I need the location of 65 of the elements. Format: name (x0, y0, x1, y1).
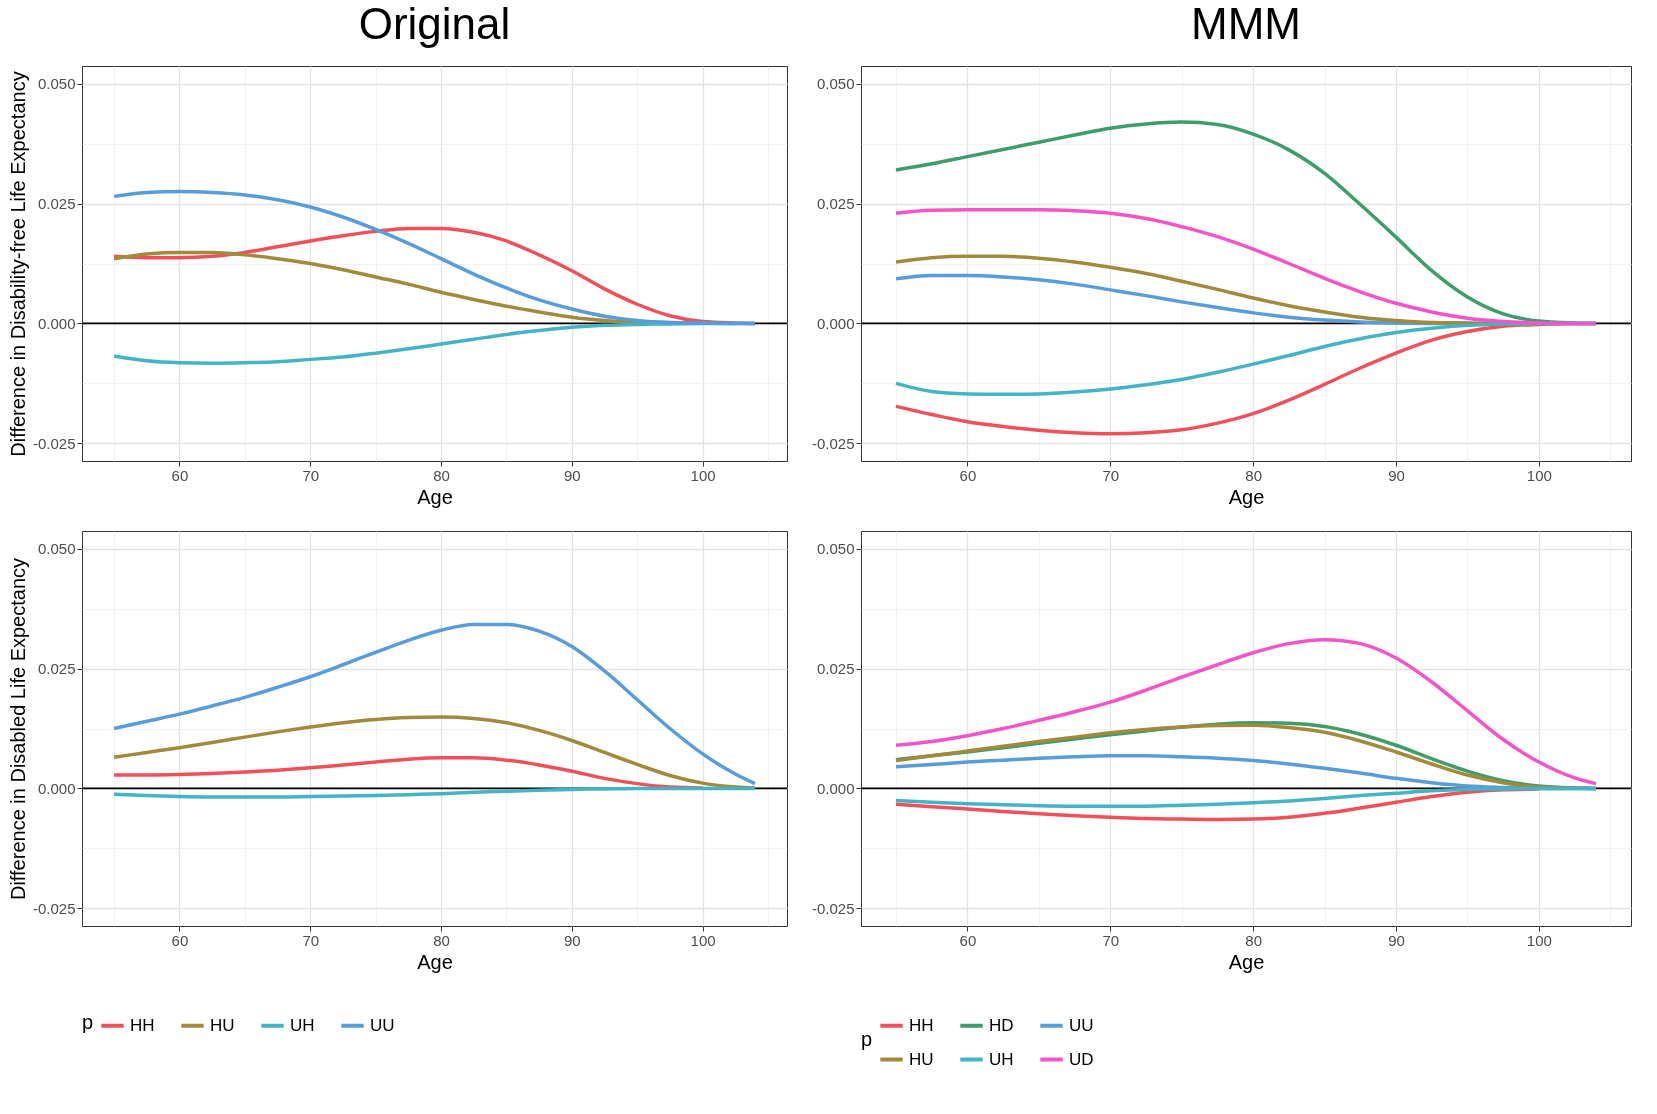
y-tick-label: 0.050 (816, 75, 855, 93)
legend-label: HH (909, 1015, 934, 1035)
legend-label: HU (909, 1049, 934, 1069)
x-tick-label: 70 (302, 466, 320, 484)
y-tick-label: 0.000 (37, 314, 76, 332)
y-tick-label: -0.025 (32, 899, 76, 917)
x-tick-label: 60 (959, 466, 977, 484)
y-tick-label: -0.025 (811, 434, 855, 452)
legend-title: p (82, 1011, 94, 1033)
y-tick-label: -0.025 (32, 434, 76, 452)
y-tick-label: 0.050 (37, 75, 76, 93)
line-series (112, 189, 757, 326)
legend-label: UH (290, 1015, 315, 1035)
x-axis-title: Age (1228, 485, 1265, 508)
legend-label: UU (1069, 1015, 1094, 1035)
x-tick-label: 100 (690, 466, 716, 484)
x-tick-label: 90 (563, 931, 581, 949)
y-tick-label: 0.050 (37, 540, 76, 558)
x-tick-label: 80 (433, 931, 450, 949)
x-tick-label: 70 (302, 931, 320, 949)
x-tick-label: 60 (171, 466, 189, 484)
line-series (894, 786, 1598, 808)
line-series (112, 622, 757, 786)
x-tick-label: 100 (690, 931, 716, 949)
x-tick-label: 80 (1245, 466, 1262, 484)
legend-label: UH (989, 1049, 1014, 1069)
x-tick-label: 60 (959, 931, 977, 949)
legend-label: HU (210, 1015, 235, 1035)
line-series (894, 638, 1598, 786)
x-tick-label: 100 (1526, 931, 1552, 949)
line-series (112, 755, 705, 790)
x-tick-label: 60 (171, 931, 189, 949)
y-axis-title: Difference in Disability-free Life Expectancy (6, 71, 29, 457)
legend-label: UD (1069, 1049, 1094, 1069)
line-series (894, 787, 1541, 822)
legend-title: p (861, 1028, 873, 1050)
x-tick-label: 70 (1102, 466, 1120, 484)
y-tick-label: 0.025 (37, 195, 76, 213)
line-series (112, 786, 757, 799)
legend-label: HD (989, 1015, 1014, 1035)
y-axis-title: Difference in Disabled Life Expectancy (6, 557, 29, 901)
x-axis-title: Age (417, 485, 453, 508)
chart-title: Original (358, 0, 511, 48)
x-tick-label: 90 (1388, 466, 1405, 484)
x-tick-label: 70 (1102, 931, 1120, 949)
y-tick-label: 0.025 (816, 660, 855, 678)
x-tick-label: 80 (433, 466, 450, 484)
y-tick-label: 0.000 (816, 314, 855, 332)
x-tick-label: 100 (1526, 466, 1552, 484)
y-tick-label: -0.025 (811, 899, 855, 917)
x-tick-label: 80 (1245, 931, 1262, 949)
x-tick-label: 90 (563, 466, 581, 484)
y-tick-label: 0.000 (816, 779, 855, 797)
line-series (112, 715, 757, 790)
legend-label: HH (130, 1015, 155, 1035)
x-tick-label: 90 (1388, 931, 1405, 949)
x-axis-title: Age (1228, 950, 1265, 973)
y-tick-label: 0.025 (37, 660, 76, 678)
legend-label: UU (370, 1015, 395, 1035)
line-series (894, 208, 1598, 326)
chart-title: MMM (1191, 0, 1301, 48)
y-tick-label: 0.050 (816, 540, 855, 558)
y-tick-label: 0.000 (37, 779, 76, 797)
x-axis-title: Age (417, 950, 453, 973)
y-tick-label: 0.025 (816, 195, 855, 213)
